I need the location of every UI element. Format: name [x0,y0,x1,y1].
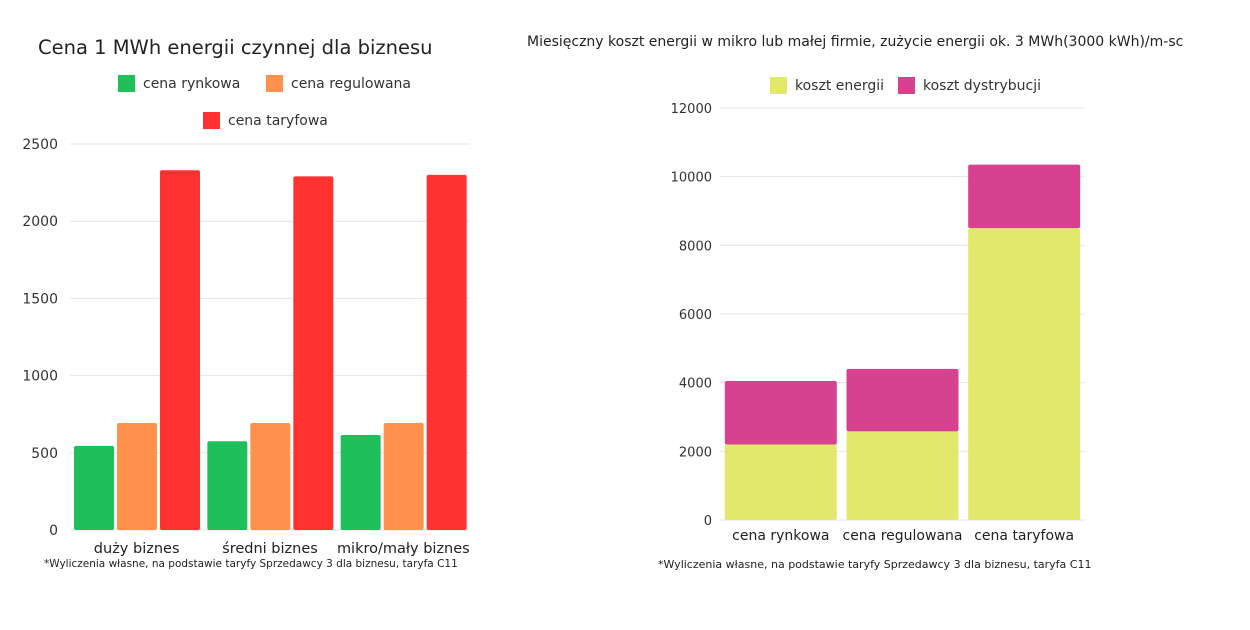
bar-segment [846,368,959,432]
left-chart-footnote: *Wyliczenia własne, na podstawie taryfy … [44,558,458,570]
legend-item-koszt-energii: koszt energii [770,77,884,94]
y-tick-label: 4000 [679,377,712,392]
x-tick-label: cena taryfowa [974,528,1074,544]
legend-item-cena-regulowana: cena regulowana [266,75,411,92]
y-tick-label: 0 [704,514,712,529]
bar [117,423,157,530]
bar-segment [724,380,837,445]
bar-segment [846,431,959,520]
y-tick-label: 12000 [671,102,712,117]
y-tick-label: 2000 [22,214,58,230]
bar [74,445,114,530]
right-chart-footnote: *Wyliczenia własne, na podstawie taryfy … [658,558,1092,571]
y-tick-label: 1000 [22,369,58,385]
legend-label: cena regulowana [291,75,411,92]
y-tick-label: 500 [31,446,58,462]
bar [250,423,291,530]
legend-swatch [770,77,787,94]
y-tick-label: 1500 [22,291,58,307]
x-tick-label: duży biznes [94,541,180,557]
legend-item-cena-taryfowa: cena taryfowa [203,112,328,129]
y-tick-label: 6000 [679,308,712,323]
left-chart-title: Cena 1 MWh energii czynnej dla biznesu [38,36,433,59]
right-stacked-bar-chart: 0 2000 4000 6000 8000 10000 12000 cena rynkowa c… [671,102,1085,544]
bar [293,176,334,530]
x-tick-label: średni biznes [222,541,318,557]
right-chart-panel: Miesięczny koszt energii w mikro lub mał… [527,0,1250,630]
bar-segment [724,444,837,520]
legend-swatch [203,112,220,129]
y-tick-label: 10000 [671,171,712,186]
y-tick-label: 2500 [22,137,58,153]
x-tick-label: mikro/mały biznes [337,541,470,557]
left-bar-chart: 0 500 1000 1500 2000 2500 duży biznes średni bi… [22,137,470,557]
bar [207,441,248,530]
y-tick-label: 8000 [679,239,712,254]
legend-swatch [898,77,915,94]
legend-item-koszt-dystrybucji: koszt dystrybucji [898,77,1041,94]
bar-segment [968,228,1081,520]
x-tick-label: cena rynkowa [732,528,829,544]
left-chart-panel: Cena 1 MWh energii czynnej dla biznesu c… [0,0,600,630]
bar [340,435,381,530]
legend-label: cena rynkowa [143,75,241,92]
legend-swatch [266,75,283,92]
right-chart-title: Miesięczny koszt energii w mikro lub mał… [527,34,1184,50]
legend-swatch [118,75,135,92]
bar-segment [968,164,1081,229]
legend-label: cena taryfowa [228,112,328,129]
legend-item-cena-rynkowa: cena rynkowa [118,75,240,92]
y-tick-label: 0 [49,523,58,539]
x-tick-label: cena regulowana [843,528,963,544]
bar [160,170,200,531]
y-tick-label: 2000 [679,445,712,460]
bar [426,174,467,530]
legend-label: koszt energii [795,77,885,94]
legend-label: koszt dystrybucji [923,77,1041,94]
bar [383,423,424,530]
